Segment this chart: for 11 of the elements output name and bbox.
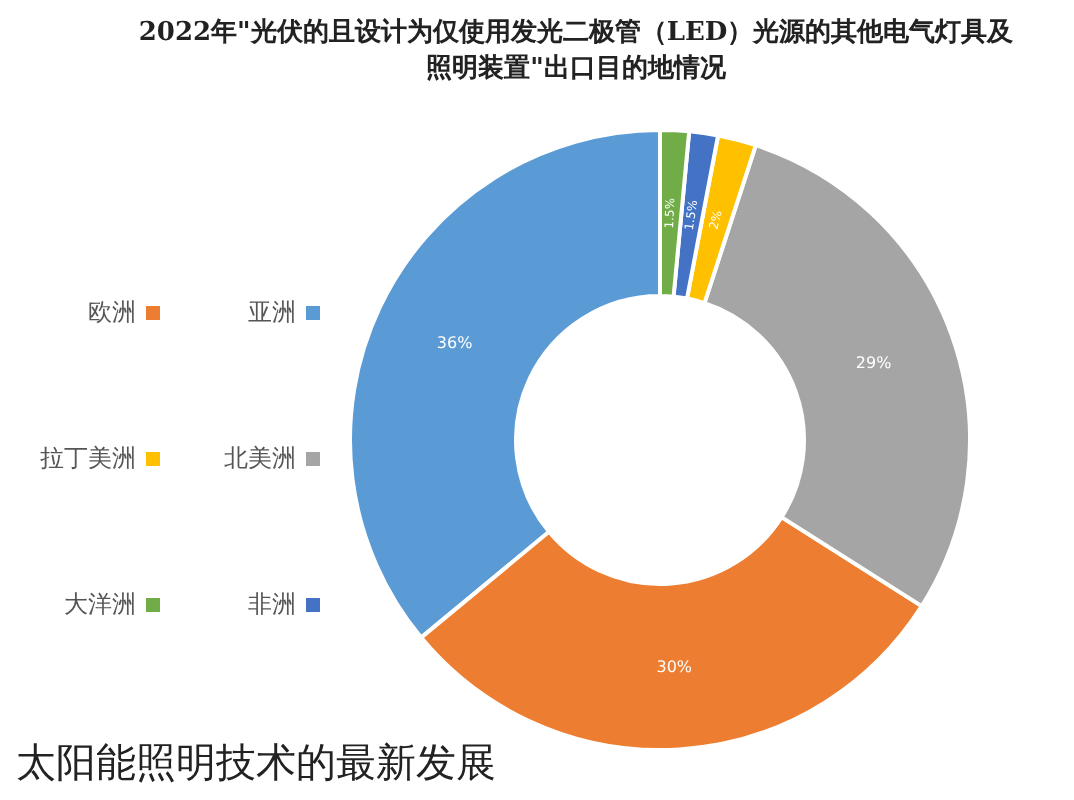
- text: 太阳能照明技术的最新发展: [16, 736, 512, 790]
- chart-title: 2022年"光伏的且设计为仅使用发光二极管（LED）光源的其他电气灯具及照明装置"出口目的地情况: [136, 16, 1016, 88]
- data-label: 36%: [436, 334, 474, 353]
- legend-label: 大洋洲: [64, 588, 136, 622]
- legend-label: 拉丁美洲: [40, 442, 136, 476]
- legend-label: 欧洲: [88, 296, 136, 330]
- legend-label: 非洲: [248, 588, 296, 622]
- data-label: 30%: [656, 657, 693, 676]
- legend-label: 亚洲: [248, 296, 296, 330]
- legend-label: 北美洲: [224, 442, 296, 476]
- data-label: 29%: [855, 354, 893, 373]
